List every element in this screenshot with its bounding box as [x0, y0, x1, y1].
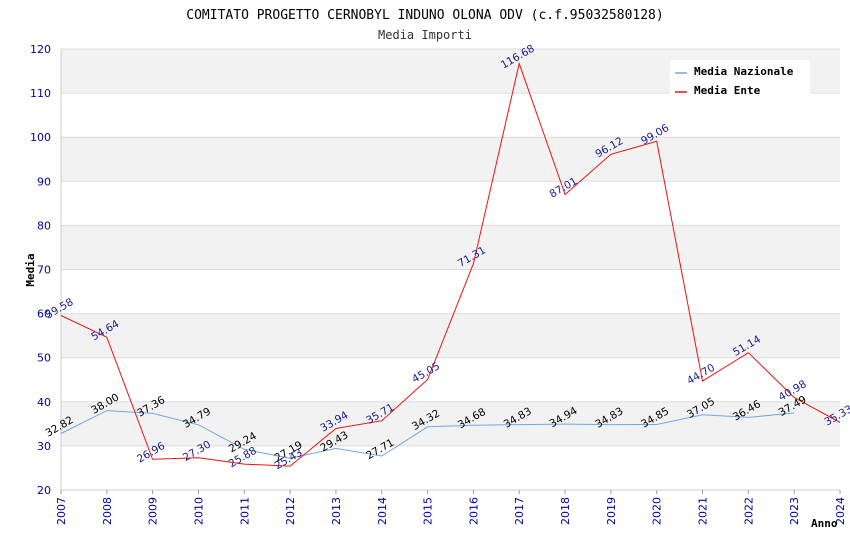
plot-band	[61, 137, 840, 182]
y-tick-label: 40	[37, 396, 51, 409]
x-tick-label: 2009	[147, 497, 160, 525]
legend: Media Nazionale Media Ente	[670, 60, 810, 100]
y-tick-label: 30	[37, 440, 51, 453]
y-tick-label: 90	[37, 175, 51, 188]
y-tick-label: 50	[37, 352, 51, 365]
x-axis-label: Anno	[811, 517, 838, 530]
y-tick-label: 110	[30, 87, 51, 100]
y-tick-label: 60	[37, 308, 51, 321]
plot-band	[61, 401, 840, 446]
chart-subtitle: Media Importi	[378, 28, 472, 42]
x-tick-label: 2022	[742, 497, 755, 525]
axes: 20 30 40 50 60 70 80 90 100 110 120 2007 2008 2009 201…	[30, 43, 847, 525]
y-tick-label: 120	[30, 43, 51, 56]
x-tick-label: 2019	[605, 497, 618, 525]
series-line-ente	[60, 61, 841, 467]
plot-band	[61, 225, 840, 270]
x-tick-label: 2007	[55, 497, 68, 525]
y-tick-label: 70	[37, 264, 51, 277]
data-label-ente: 44.70	[685, 362, 717, 387]
chart-title: COMITATO PROGETTO CERNOBYL INDUNO OLONA …	[186, 8, 663, 23]
y-tick-label: 20	[37, 484, 51, 497]
legend-label-nazionale: Media Nazionale	[694, 65, 794, 78]
x-tick-label: 2021	[697, 497, 710, 525]
series-lines	[60, 61, 841, 467]
data-label-ente: 45.05	[410, 360, 442, 385]
x-tick-label: 2012	[284, 497, 297, 525]
x-tick-label: 2013	[330, 497, 343, 525]
x-tick-label: 2017	[513, 497, 526, 525]
x-tick-label: 2015	[422, 497, 435, 525]
x-tick-label: 2023	[788, 497, 801, 525]
series-line-nazionale	[60, 410, 795, 459]
plot-band	[61, 313, 840, 358]
x-tick-label: 2016	[467, 497, 480, 525]
plot-background	[61, 49, 840, 446]
y-tick-label: 100	[30, 131, 51, 144]
x-tick-label: 2020	[651, 497, 664, 525]
x-tick-label: 2018	[559, 497, 572, 525]
x-tick-label: 2014	[376, 497, 389, 525]
x-tick-label: 2010	[192, 497, 205, 525]
legend-box	[670, 60, 810, 100]
x-tick-label: 2011	[238, 497, 251, 525]
x-tick-label: 2008	[101, 497, 114, 525]
y-tick-label: 80	[37, 219, 51, 232]
x-tick-label: 2024	[834, 497, 847, 525]
legend-label-ente: Media Ente	[694, 84, 761, 97]
y-axis-label: Media	[24, 253, 37, 286]
